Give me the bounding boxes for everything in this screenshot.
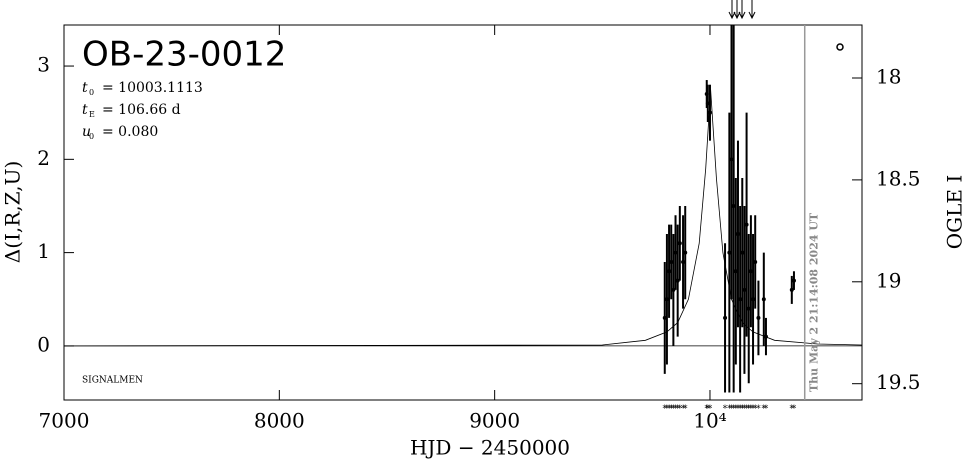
annotation: SIGNALMEN [82, 376, 143, 386]
x-rug: * [675, 405, 680, 415]
param-subscript: E [89, 110, 95, 119]
y-axis-label: Δ(I,R,Z,U) [1, 161, 25, 263]
data-point [761, 297, 766, 302]
data-point [738, 297, 743, 302]
chart-title: OB-23-0012 [82, 35, 286, 75]
marker-symbol [836, 43, 844, 51]
x-rug: * [665, 405, 670, 415]
data-point [662, 315, 667, 320]
data-point [753, 259, 758, 264]
x-rug: * [706, 405, 711, 415]
data-point [683, 250, 688, 255]
x-rug: * [671, 405, 676, 415]
data-point [673, 250, 678, 255]
x-tick-label: 7000 [39, 409, 90, 433]
x-rug: * [753, 405, 758, 415]
y-tick-label: 3 [37, 53, 50, 77]
x-rug: * [678, 405, 683, 415]
x-rug: * [762, 405, 767, 415]
x-rug: * [749, 405, 754, 415]
x-tick-label: 10⁴ [693, 409, 726, 433]
x-rug: * [673, 405, 678, 415]
x-rug: * [723, 405, 728, 415]
x-rug: * [708, 405, 713, 415]
x-rug: * [744, 405, 749, 415]
data-point [675, 278, 680, 283]
param-value: = 10003.1113 [102, 80, 203, 96]
data-point [748, 269, 753, 274]
data-point [746, 306, 751, 311]
data-point [789, 287, 794, 292]
y2-tick-label: 18 [876, 64, 901, 88]
y-tick-label: 2 [37, 146, 50, 170]
x-rug: * [742, 405, 747, 415]
data-point [731, 203, 736, 208]
x-rug: * [751, 405, 756, 415]
date-label: Thu May 2 21:14:08 2024 UT [808, 212, 821, 392]
data-point [744, 222, 749, 227]
plot-frame [63, 24, 863, 401]
x-rug: * [756, 405, 761, 415]
param-symbol: t [82, 102, 88, 118]
x-rug: * [704, 405, 709, 415]
data-point [705, 101, 710, 106]
y2-tick-label: 19.5 [876, 370, 921, 394]
data-point [677, 241, 682, 246]
y-tick-label: 0 [37, 332, 50, 356]
data-point [669, 259, 674, 264]
x-rug: * [667, 405, 672, 415]
data-point [733, 269, 738, 274]
x-rug: * [734, 405, 739, 415]
param-value: = 0.080 [102, 124, 158, 140]
x-rug: * [669, 405, 674, 415]
x-rug: * [740, 405, 745, 415]
x-tick-label: 9000 [469, 409, 520, 433]
data-point [729, 157, 734, 162]
param-symbol: t [82, 80, 88, 96]
data-point [735, 231, 740, 236]
x-axis-label: HJD − 2450000 [410, 436, 570, 459]
x-rug: * [738, 405, 743, 415]
y2-tick-label: 18.5 [876, 166, 921, 190]
data-point [681, 259, 686, 264]
y-tick-label: 1 [37, 239, 50, 263]
data-point [756, 315, 761, 320]
data-point [723, 315, 728, 320]
x-rug: * [663, 405, 668, 415]
y2-tick-label: 19 [876, 268, 901, 292]
param-symbol: u [82, 124, 91, 140]
y2-axis-label: OGLE I [943, 175, 966, 250]
x-rug: * [736, 405, 741, 415]
x-rug: * [731, 405, 736, 415]
x-rug: * [792, 405, 797, 415]
data-point [707, 110, 712, 115]
data-point [742, 287, 747, 292]
param-subscript: 0 [89, 88, 94, 97]
x-rug: * [681, 405, 686, 415]
data-point [763, 334, 768, 339]
param-value: = 106.66 d [102, 102, 181, 118]
x-rug: * [683, 405, 688, 415]
data-point [727, 250, 732, 255]
x-tick-label: 8000 [254, 409, 305, 433]
data-point [664, 297, 669, 302]
x-rug: * [746, 405, 751, 415]
x-rug: * [727, 405, 732, 415]
data-point [667, 269, 672, 274]
x-rug: * [764, 405, 769, 415]
data-point [791, 278, 796, 283]
data-point [671, 287, 676, 292]
param-subscript: 0 [89, 132, 94, 141]
data-point [740, 250, 745, 255]
data-point [751, 297, 756, 302]
x-rug: * [729, 405, 734, 415]
x-rug: * [790, 405, 795, 415]
offscale-arrows [728, 0, 756, 20]
